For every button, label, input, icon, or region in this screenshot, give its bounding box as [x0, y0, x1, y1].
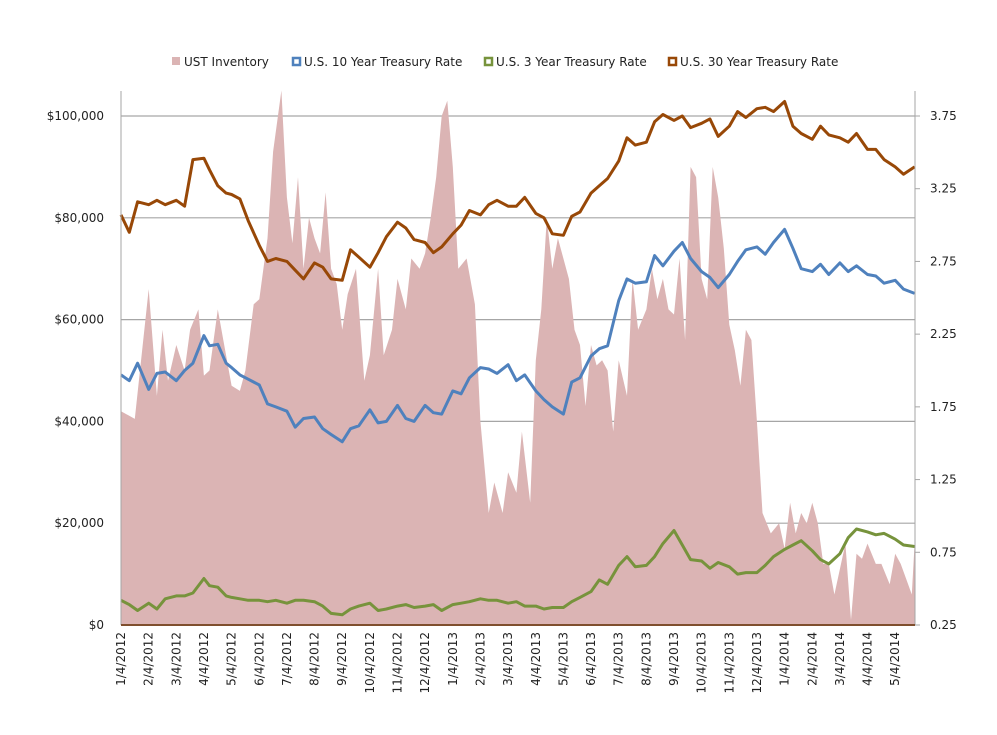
x-tick-label: 9/4/2013: [667, 632, 681, 686]
y-right-tick-label: 3.75: [930, 109, 957, 123]
y-right-tick-label: 3.25: [930, 182, 957, 196]
y-right-tick-labels: 0.25 0.75 1.25 1.75 2.25 2.75 3.25 3.75: [915, 109, 957, 632]
rate-lines-layer: [119, 100, 916, 617]
y-left-tick-label: $0: [89, 618, 104, 632]
x-tick-label: 1/4/2012: [114, 632, 128, 686]
legend-label: U.S. 30 Year Treasury Rate: [680, 55, 838, 69]
x-tick-label: 8/4/2012: [308, 632, 322, 686]
x-tick-label: 3/4/2013: [501, 632, 515, 686]
legend-swatch-line: [483, 56, 494, 67]
legend-swatch-area: [172, 57, 180, 65]
x-tick-label: 7/4/2013: [612, 632, 626, 686]
x-tick-label: 10/4/2012: [363, 632, 377, 694]
three-year-rate-line: [120, 527, 915, 617]
x-tick-label: 6/4/2012: [252, 632, 266, 686]
legend-item: UST Inventory: [172, 55, 269, 69]
y-right-tick-label: 0.75: [930, 545, 957, 559]
x-tick-label: 12/4/2012: [418, 632, 432, 694]
y-left-tick-label: $100,000: [47, 109, 104, 123]
x-tick-label: 5/4/2012: [225, 632, 239, 686]
x-tick-label: 6/4/2013: [584, 632, 598, 686]
legend-item: U.S. 30 Year Treasury Rate: [667, 55, 838, 69]
y-right-tick-label: 2.75: [930, 254, 957, 268]
x-tick-label: 2/4/2014: [805, 632, 819, 686]
x-tick-labels: 1/4/2012 2/4/2012 3/4/2012 4/4/2012 5/4/2012…: [114, 632, 902, 694]
legend-item: U.S. 3 Year Treasury Rate: [483, 55, 647, 69]
x-tick-label: 9/4/2012: [335, 632, 349, 686]
y-right-tick-label: 0.25: [930, 618, 957, 632]
legend: UST Inventory U.S. 10 Year Treasury Rate U…: [172, 55, 838, 69]
x-tick-label: 10/4/2013: [695, 632, 709, 694]
x-tick-label: 4/4/2014: [861, 632, 875, 686]
axes: [120, 91, 916, 626]
y-left-tick-label: $80,000: [54, 211, 104, 225]
y-left-tick-label: $60,000: [54, 313, 104, 327]
y-left-tick-label: $20,000: [54, 516, 104, 530]
x-tick-label: 4/4/2012: [197, 632, 211, 686]
legend-label: UST Inventory: [184, 55, 269, 69]
x-tick-label: 3/4/2014: [833, 632, 847, 686]
x-tick-label: 7/4/2012: [280, 632, 294, 686]
x-tick-label: 5/4/2013: [556, 632, 570, 686]
y-right-tick-label: 1.25: [930, 473, 957, 487]
x-tick-label: 4/4/2013: [529, 632, 543, 686]
legend-item: U.S. 10 Year Treasury Rate: [291, 55, 462, 69]
x-tick-label: 8/4/2013: [639, 632, 653, 686]
x-tick-label: 3/4/2012: [169, 632, 183, 686]
x-tick-label: 1/4/2014: [778, 632, 792, 686]
x-tick-label: 2/4/2012: [142, 632, 156, 686]
ust-inventory-area-layer: [121, 90, 915, 625]
x-tick-label: 5/4/2014: [888, 632, 902, 686]
x-tick-label: 2/4/2013: [473, 632, 487, 686]
legend-swatch-line: [291, 56, 302, 67]
x-tick-label: 11/4/2012: [391, 632, 405, 694]
y-right-tick-label: 2.25: [930, 327, 957, 341]
legend-label: U.S. 3 Year Treasury Rate: [496, 55, 647, 69]
x-tick-label: 1/4/2013: [446, 632, 460, 686]
y-left-tick-labels: $0 $20,000 $40,000 $60,000 $80,000 $100,000: [47, 109, 104, 632]
x-tick-label: 12/4/2013: [750, 632, 764, 694]
x-tick-label: 11/4/2013: [722, 632, 736, 694]
legend-swatch-line: [667, 56, 678, 67]
y-right-tick-label: 1.75: [930, 400, 957, 414]
legend-label: U.S. 10 Year Treasury Rate: [304, 55, 462, 69]
ust-inventory-area: [121, 90, 915, 625]
thirty-year-rate-line: [119, 100, 916, 282]
y-left-tick-label: $40,000: [54, 414, 104, 428]
ten-year-rate-line: [120, 227, 916, 444]
